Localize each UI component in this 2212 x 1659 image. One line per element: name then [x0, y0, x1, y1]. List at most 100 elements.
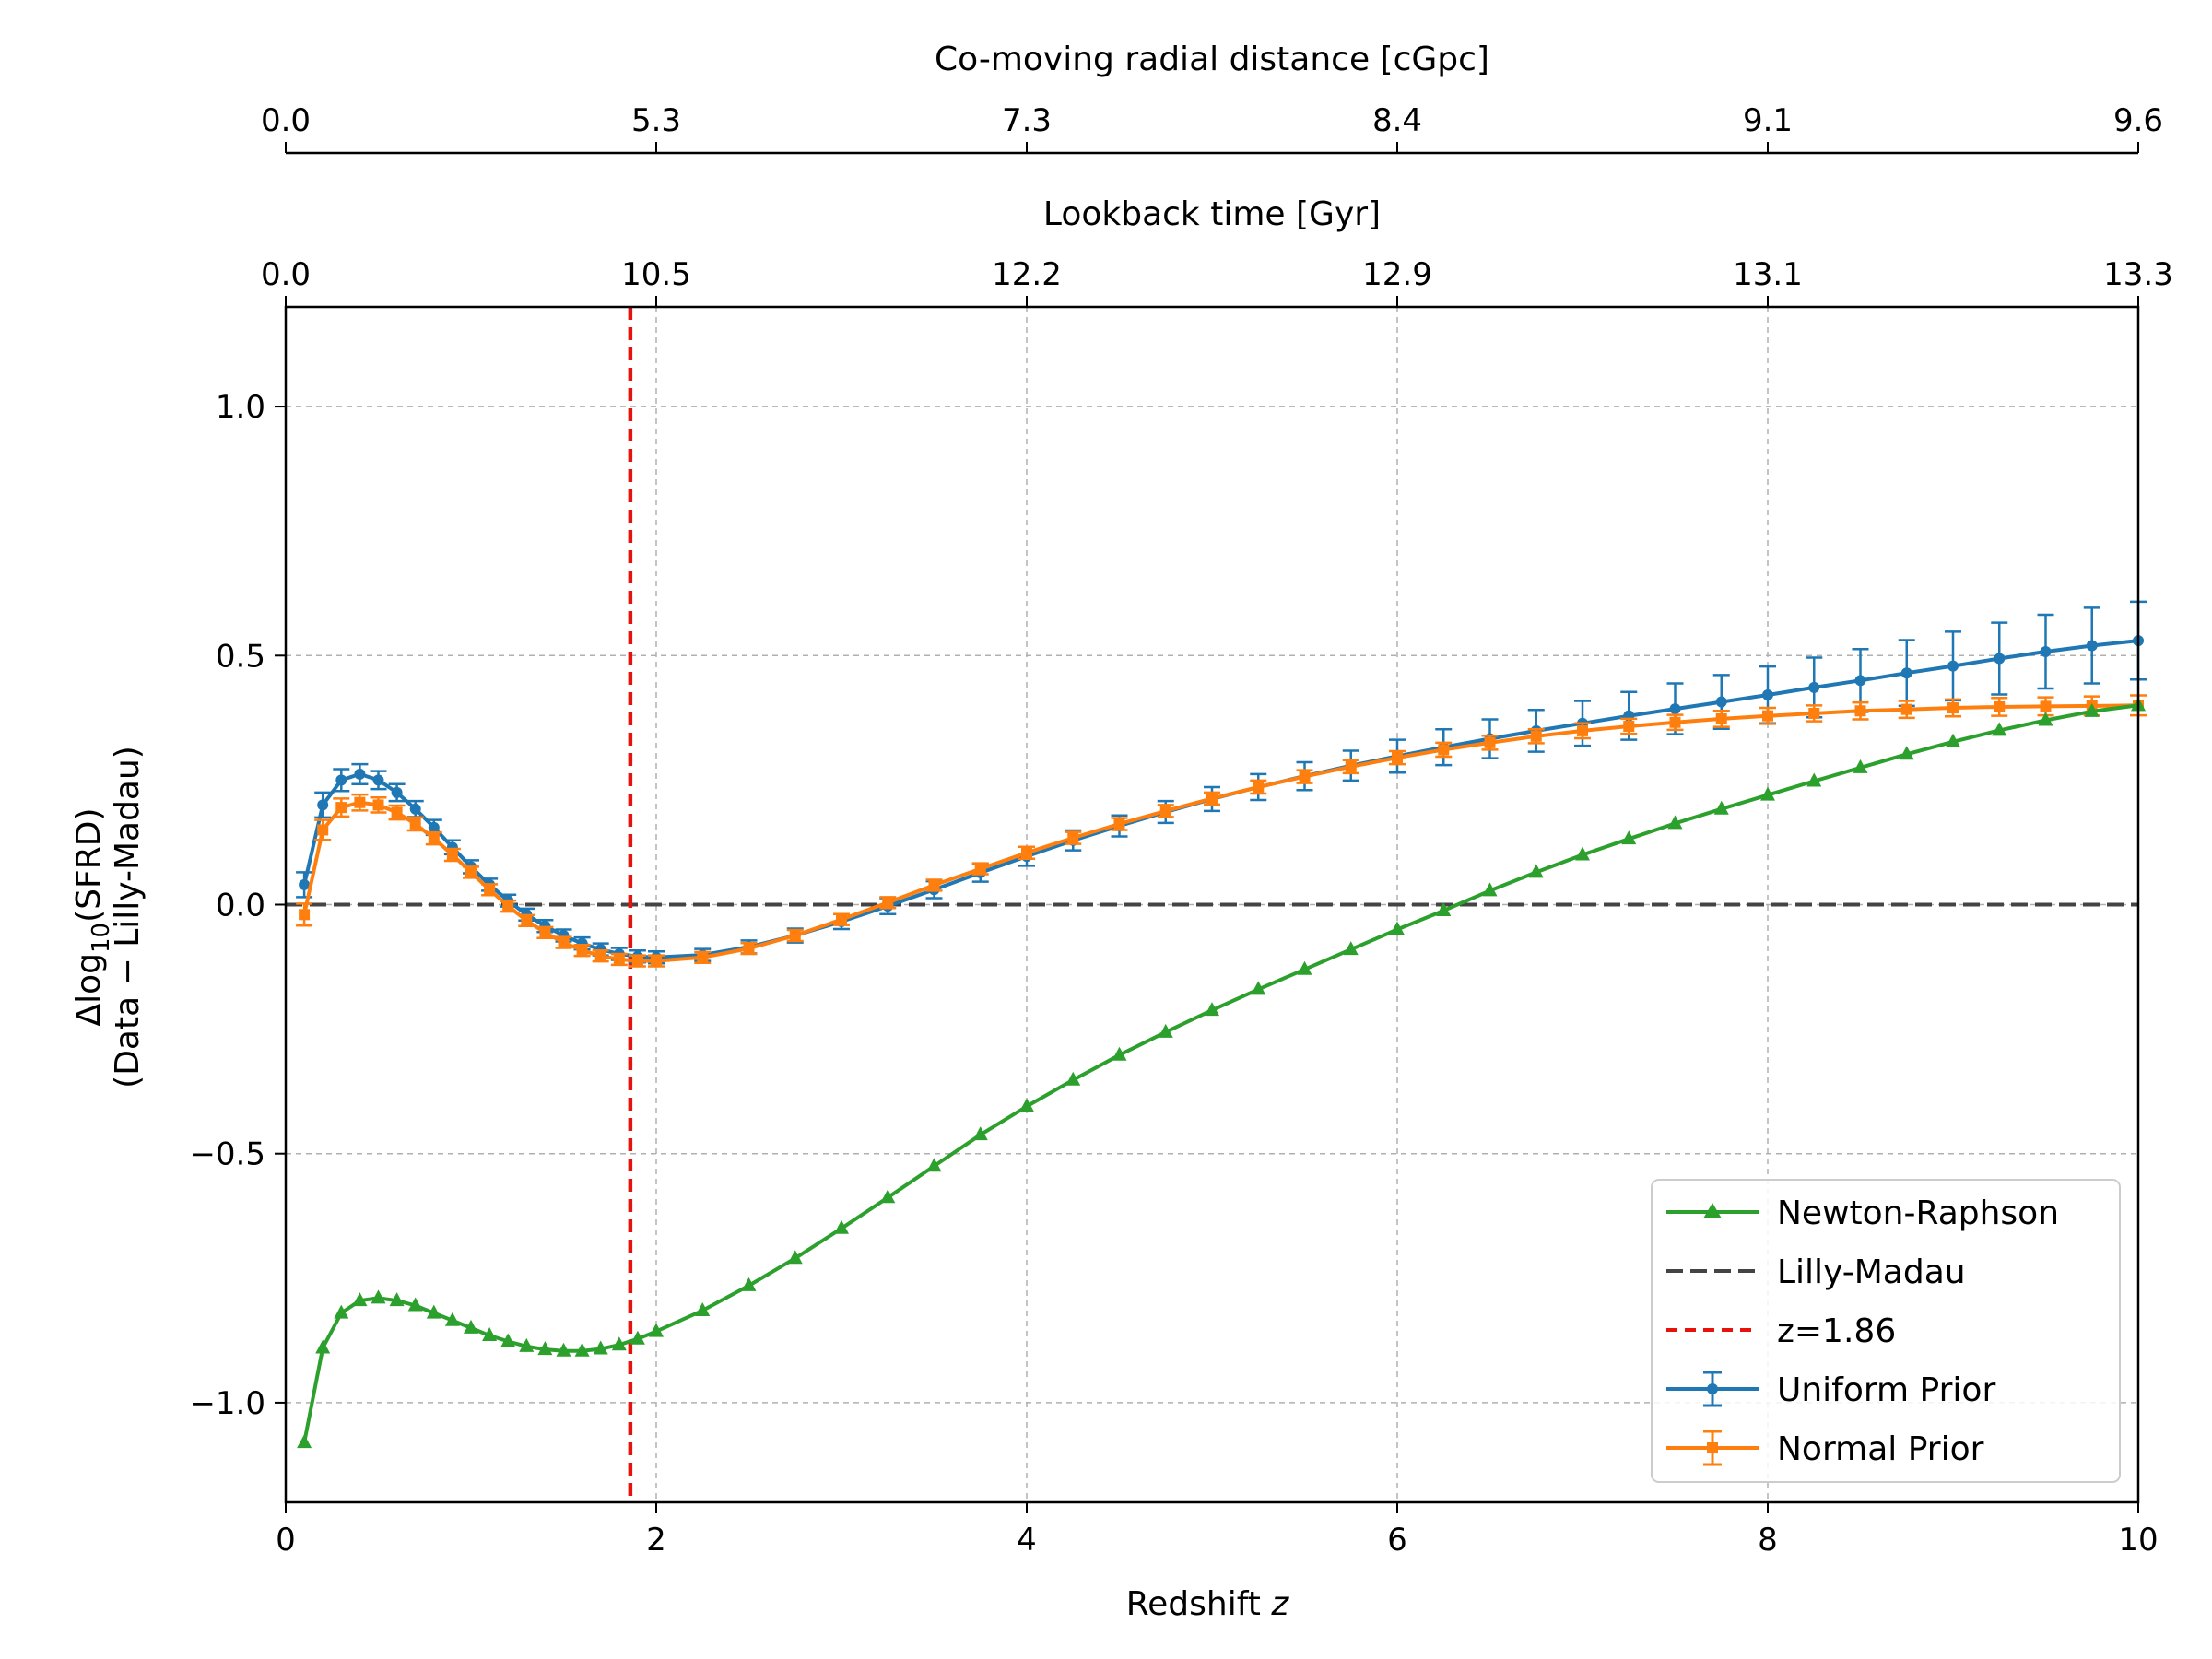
data-point: [631, 955, 643, 967]
data-point: [354, 768, 366, 780]
series-line: [302, 639, 2139, 959]
triangle-marker-icon: [1703, 1203, 1722, 1218]
data-point: [1112, 1046, 1127, 1061]
x-tick-label: 4: [1017, 1522, 1037, 1559]
data-point: [1159, 805, 1171, 817]
legend-entry-newton-raphson: Newton-Raphson: [1666, 1194, 2059, 1232]
data-point: [1577, 724, 1588, 736]
svg-text:z=1.86: z=1.86: [1777, 1312, 1896, 1350]
data-point: [1808, 681, 1820, 693]
data-point: [651, 955, 662, 967]
x-tick-label: 10: [2118, 1522, 2158, 1559]
data-point: [428, 821, 440, 833]
data-point: [695, 1301, 711, 1316]
data-point: [928, 879, 940, 891]
svg-text:Uniform Prior: Uniform Prior: [1777, 1371, 1995, 1409]
data-point: [1806, 772, 1822, 787]
data-point: [1946, 733, 1960, 747]
data-point: [1530, 730, 1542, 742]
data-point: [335, 802, 347, 814]
data-point: [1899, 746, 1914, 760]
y-tick-label: −1.0: [189, 1385, 265, 1422]
data-point: [1900, 667, 1912, 679]
y-tick-label: 1.0: [216, 389, 265, 426]
data-point: [2086, 640, 2098, 652]
data-point: [697, 951, 709, 963]
data-point: [741, 1277, 757, 1291]
data-point: [558, 936, 570, 948]
legend-entry-z-line: z=1.86: [1666, 1312, 1896, 1350]
distance-tick-label: 0.0: [261, 102, 311, 139]
data-point: [1436, 901, 1452, 916]
data-point: [2084, 702, 2100, 717]
distance-tick-label: 7.3: [1002, 102, 1052, 139]
data-point: [484, 884, 496, 896]
y-tick-label: −0.5: [189, 1136, 265, 1173]
data-point: [1854, 705, 1866, 717]
y-axis-title-line2: (Data − Lilly-Madau): [109, 746, 147, 1088]
data-point: [1019, 1098, 1034, 1112]
svg-text:Newton-Raphson: Newton-Raphson: [1777, 1194, 2059, 1232]
data-point: [354, 796, 366, 808]
data-point: [1390, 921, 1405, 935]
data-point: [1251, 981, 1266, 995]
data-point: [1065, 1071, 1081, 1086]
data-point: [594, 950, 606, 962]
y-axis-title: Δlog10(SFRD): [70, 808, 115, 1027]
data-point: [611, 1336, 627, 1351]
data-point: [1947, 660, 1959, 672]
data-point: [1853, 759, 1868, 773]
data-point: [1528, 864, 1544, 878]
data-point: [974, 863, 986, 875]
square-marker-icon: [1707, 1442, 1718, 1453]
data-point: [1667, 815, 1683, 830]
data-point: [649, 1323, 664, 1337]
data-point: [1762, 688, 1773, 700]
data-point: [500, 1333, 516, 1347]
data-point: [407, 1297, 423, 1312]
data-point: [1715, 712, 1727, 724]
data-point: [446, 849, 458, 861]
data-point: [1438, 744, 1450, 756]
data-point: [389, 1292, 405, 1307]
data-point: [1482, 882, 1498, 897]
data-point: [1158, 1023, 1173, 1038]
data-point: [1994, 700, 2006, 712]
lookback-tick-label: 12.9: [1362, 256, 1432, 293]
data-point: [743, 943, 755, 955]
top-axis-distance-title: Co-moving radial distance [cGpc]: [935, 41, 1489, 78]
distance-tick-label: 9.6: [2113, 102, 2163, 139]
data-point: [593, 1340, 608, 1355]
lookback-tick-label: 0.0: [261, 256, 311, 293]
data-point: [1575, 846, 1590, 861]
series-normal-prior: [296, 694, 2147, 968]
lookback-tick-label: 12.2: [992, 256, 1062, 293]
x-tick-label: 8: [1758, 1522, 1778, 1559]
series-line: [302, 703, 2139, 1443]
data-point: [882, 897, 894, 909]
y-tick-label: 0.5: [216, 638, 265, 675]
data-point: [556, 1342, 571, 1357]
data-point: [1621, 830, 1637, 845]
data-point: [1623, 721, 1635, 733]
data-point: [1206, 793, 1218, 805]
data-point: [317, 824, 329, 836]
data-point: [1994, 653, 2006, 665]
data-point: [426, 1304, 441, 1319]
data-point: [444, 1312, 460, 1326]
data-point: [629, 1330, 645, 1345]
data-point: [2040, 645, 2052, 657]
distance-tick-label: 5.3: [631, 102, 681, 139]
data-point: [539, 926, 551, 938]
svg-text:Normal Prior: Normal Prior: [1777, 1430, 1984, 1468]
data-point: [1484, 736, 1496, 748]
data-point: [576, 945, 588, 957]
data-point: [836, 913, 847, 925]
x-axis-ticks: 0 2 4 6 8 10: [276, 1502, 2159, 1559]
data-point: [1713, 800, 1729, 815]
data-point: [428, 832, 440, 844]
data-point: [1669, 716, 1681, 728]
data-point: [1715, 696, 1727, 708]
reference-lines: [286, 307, 2138, 1502]
data-point: [1113, 818, 1125, 830]
